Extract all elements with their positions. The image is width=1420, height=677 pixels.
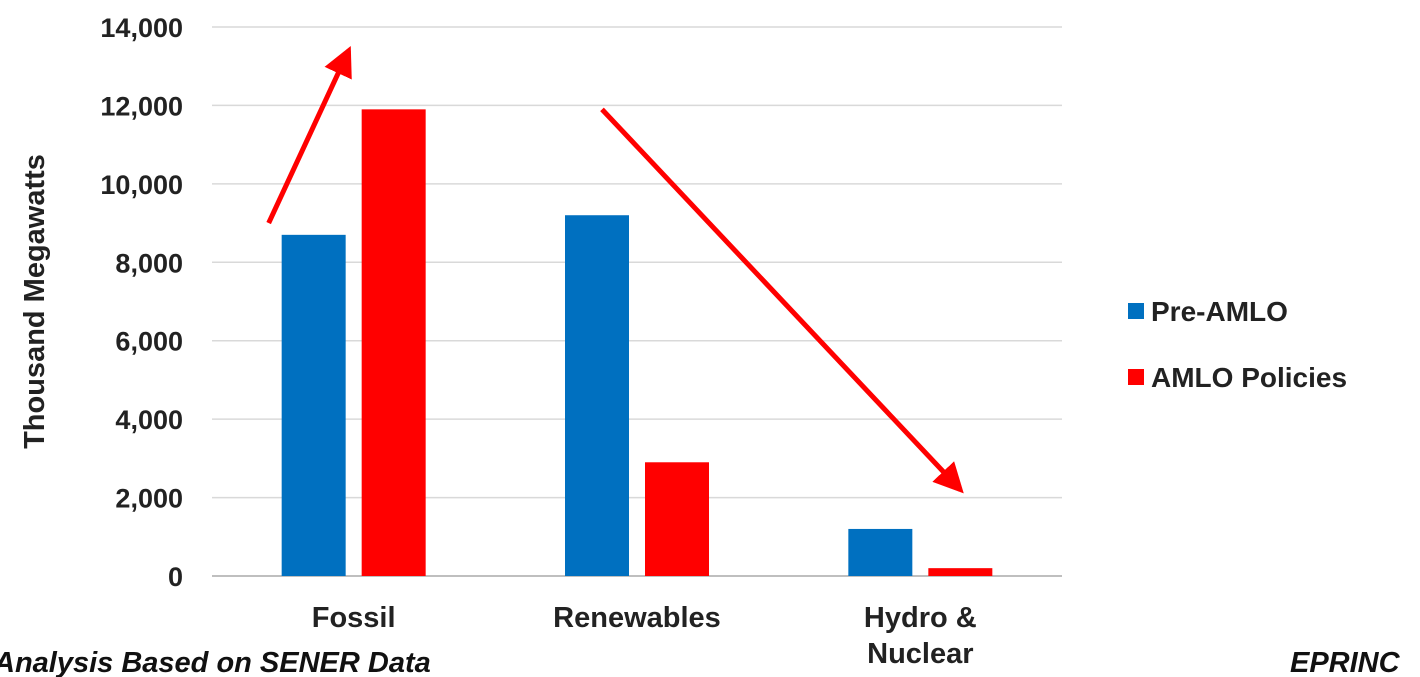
y-tick-label: 4,000 [115,405,183,435]
eprinc-logo-text: EPRINC [1290,647,1401,677]
trend-arrow [266,45,352,225]
legend-label: Pre-AMLO [1151,296,1288,327]
source-note: Analysis Based on SENER Data [0,647,431,677]
gridlines [212,26,1062,577]
y-axis-label: Thousand Megawatts [19,154,51,449]
y-tick-label: 12,000 [100,91,183,121]
y-tick-label: 14,000 [100,13,183,43]
legend-swatch [1128,303,1144,319]
x-category-label: Nuclear [867,638,973,670]
trend-arrows [266,45,964,494]
y-tick-label: 6,000 [115,327,183,357]
bar-amlo-policies-0 [361,109,426,576]
bar-pre-amlo-0 [281,234,346,577]
y-tick-label: 10,000 [100,170,183,200]
legend: Pre-AMLO AMLO Policies [1128,296,1347,393]
legend-swatch [1128,369,1144,385]
x-category-label: Fossil [312,602,396,634]
y-tick-label: 0 [168,562,183,592]
bar-amlo-policies-2 [928,568,993,576]
trend-arrow [600,107,964,494]
bars [281,109,993,577]
y-axis-ticks: 0 2,000 4,000 6,000 8,000 10,000 12,000 14,000 [100,13,183,592]
legend-label: AMLO Policies [1151,362,1347,393]
x-axis-categories: Fossil Renewables Hydro & Nuclear [312,602,977,670]
bar-amlo-policies-1 [645,462,709,576]
x-category-label: Hydro & [864,602,977,634]
y-tick-label: 2,000 [115,484,183,514]
x-category-label: Renewables [553,602,721,634]
bar-pre-amlo-1 [565,215,629,576]
y-tick-label: 8,000 [115,248,183,278]
bar-pre-amlo-2 [848,528,913,576]
